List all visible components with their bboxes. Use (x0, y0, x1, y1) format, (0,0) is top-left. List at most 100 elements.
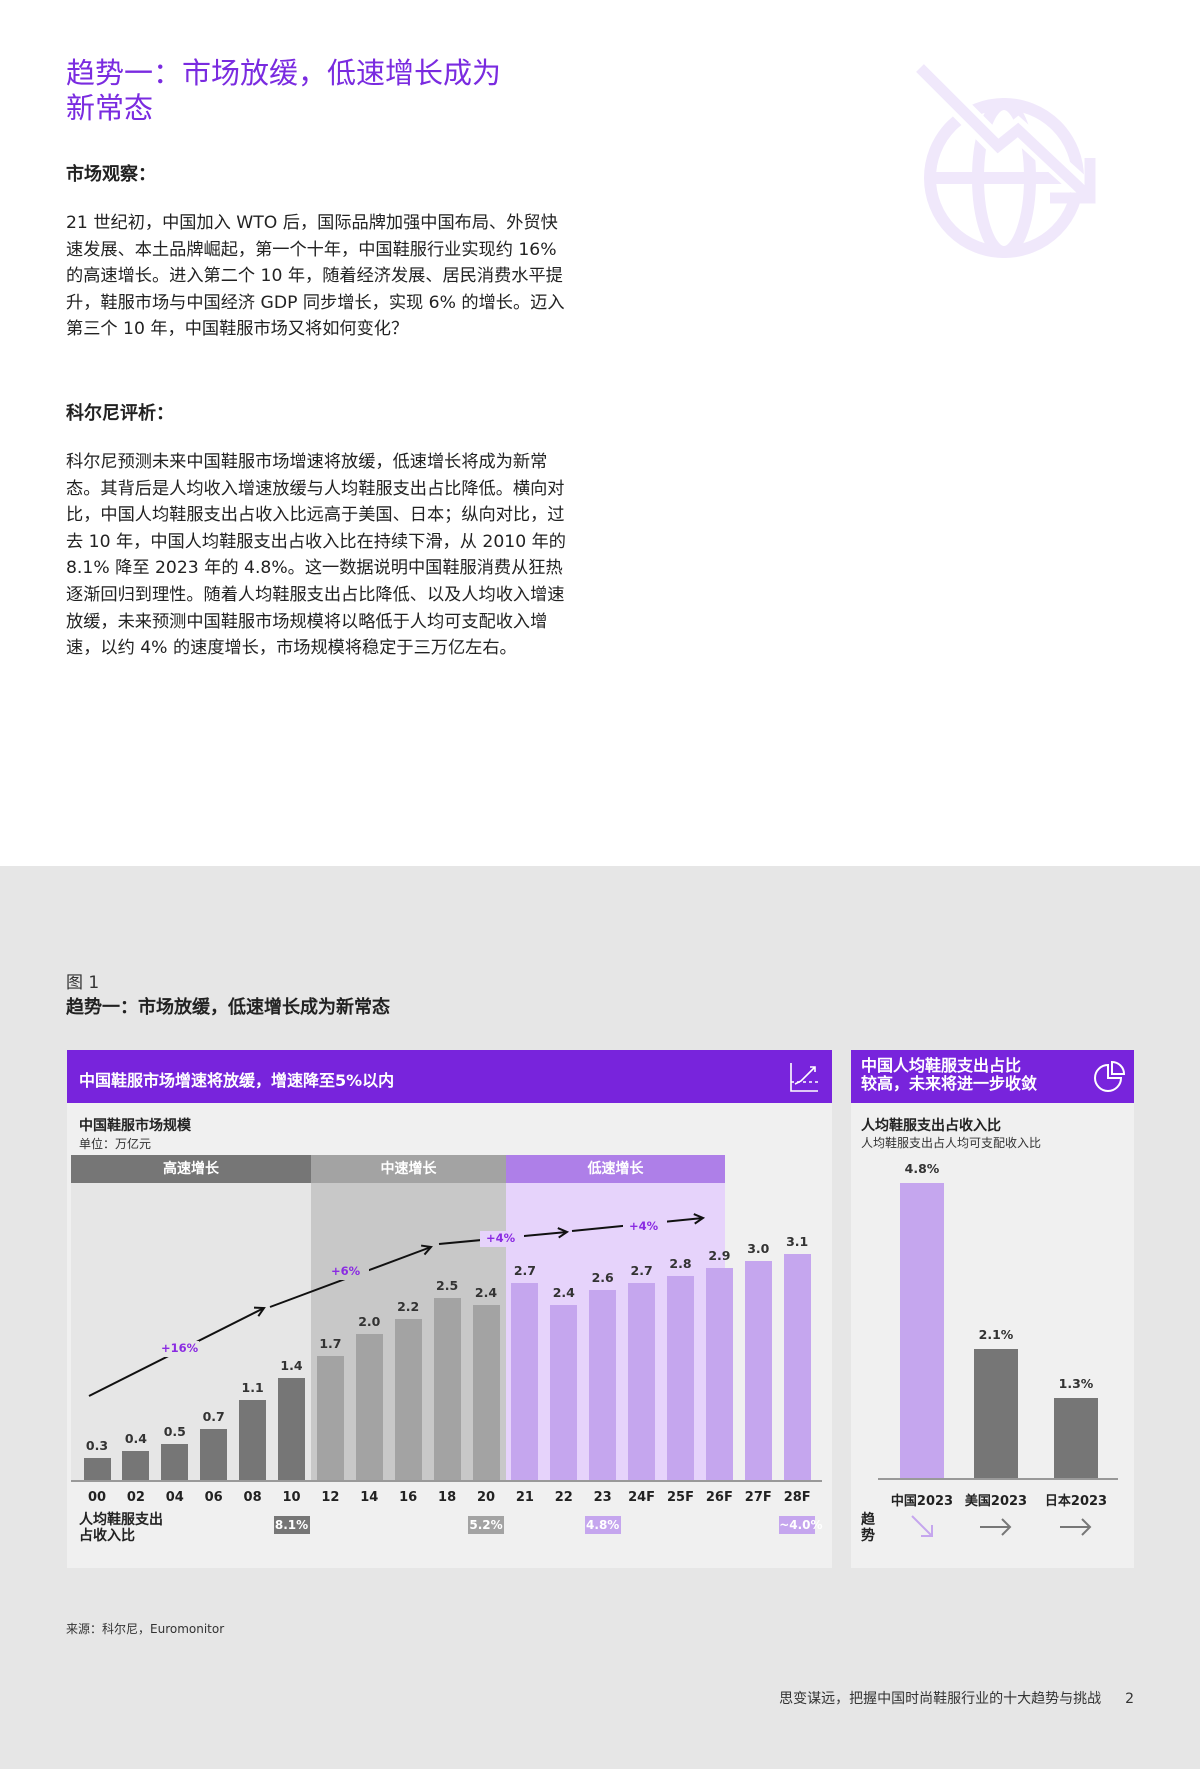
x-tick-label: 06 (204, 1490, 223, 1505)
growth-rate-label: +4% (486, 1231, 516, 1245)
figure-title: 趋势一：市场放缓，低速增长成为新常态 (66, 997, 390, 1018)
section-body-analysis: 科尔尼预测未来中国鞋服市场增速将放缓，低速增长将成为新常态。其背后是人均收入增速… (66, 452, 566, 659)
trend-down-arrow-icon (904, 1512, 940, 1546)
bar-value-label: 1.1 (241, 1379, 264, 1395)
country-bar-value: 4.8% (904, 1160, 940, 1176)
bar-value-label: 2.4 (552, 1284, 575, 1300)
bar-value-label: 2.0 (358, 1314, 381, 1329)
bar-14 (355, 1334, 383, 1480)
bar-18 (433, 1297, 461, 1480)
market-size-chart-title: 中国鞋服市场规模 (79, 1118, 191, 1134)
bar-value-label: 2.8 (669, 1255, 692, 1271)
figure-source: 来源：科尔尼，Euromonitor (66, 1622, 225, 1636)
market-size-panel-title: 中国鞋服市场增速将放缓，增速降至5%以内 (79, 1071, 395, 1090)
growth-rate-label: +6% (331, 1264, 361, 1278)
phase-background-0 (71, 1183, 311, 1480)
spend-ratio-chart-subtitle: 人均鞋服支出占人均可支配收入比 (861, 1136, 1042, 1150)
bar-value-label: 2.7 (630, 1262, 653, 1278)
market-size-unit: 单位：万亿元 (79, 1137, 152, 1151)
bar-value-label: 1.4 (280, 1357, 303, 1373)
bar-value-label: 0.5 (163, 1423, 186, 1439)
bar-08 (239, 1399, 267, 1480)
x-tick-label: 00 (87, 1490, 107, 1505)
trend-flat-arrow-icon (978, 1512, 1014, 1546)
page-title: 趋势一：市场放缓，低速增长成为新常态 (66, 56, 502, 125)
x-tick-label: 04 (165, 1490, 184, 1505)
x-tick-label: 24F (628, 1490, 656, 1505)
bar-value-label: 0.7 (202, 1408, 225, 1424)
figure-label: 图 1 (66, 973, 100, 993)
bar-value-label: 1.7 (319, 1335, 342, 1351)
bar-value-label: 2.2 (397, 1299, 420, 1315)
x-tick-label: 02 (126, 1490, 145, 1505)
spend-ratio-panel: 中国人均鞋服支出占比 较高，未来将进一步收敛 人均鞋服支出占收入比 人均鞋服支出… (851, 1050, 1134, 1568)
country-x-label: 美国2023 (964, 1494, 1028, 1509)
bar-25F (667, 1275, 694, 1480)
country-bar-0 (900, 1182, 944, 1478)
line-chart-icon (790, 1063, 818, 1092)
section-heading-observation: 市场观察： (66, 164, 156, 185)
x-tick-label: 21 (515, 1490, 534, 1505)
country-bar-1 (974, 1348, 1018, 1478)
market-size-panel-header: 中国鞋服市场增速将放缓，增速降至5%以内 (67, 1050, 832, 1103)
bar-23 (589, 1290, 617, 1480)
bar-value-label: 0.3 (85, 1438, 109, 1454)
bar-06 (200, 1428, 228, 1480)
pie-chart-icon (1094, 1060, 1126, 1092)
bar-02 (122, 1450, 150, 1480)
footer-text: 思变谋远，把握中国时尚鞋服行业的十大趋势与挑战 (779, 1691, 1102, 1707)
market-size-panel: 中国鞋服市场增速将放缓，增速降至5%以内 中国鞋服市场规模 单位：万亿元 高速增… (67, 1050, 832, 1568)
bar-24F (628, 1282, 656, 1480)
x-tick-label: 22 (554, 1490, 573, 1505)
bar-value-label: 3.1 (786, 1233, 809, 1249)
page-number: 2 (1125, 1691, 1134, 1707)
bar-26F (705, 1268, 733, 1480)
bar-00 (83, 1458, 111, 1480)
x-tick-label: 16 (399, 1490, 418, 1505)
spend-ratio-row-label: 人均鞋服支出 占收入比 (79, 1512, 163, 1544)
country-bar-value: 2.1% (978, 1326, 1014, 1342)
bar-10 (278, 1377, 305, 1480)
spend-ratio-badge: 4.8% (584, 1516, 621, 1534)
country-x-label: 中国2023 (890, 1494, 954, 1509)
section-heading-analysis: 科尔尼评析： (66, 403, 174, 424)
bar-20 (472, 1304, 500, 1480)
globe-down-trend-icon (912, 60, 1104, 258)
trend-row-label: 趋 势 (861, 1512, 875, 1544)
phase-header-0: 高速增长 (71, 1155, 311, 1183)
bar-16 (394, 1319, 422, 1480)
spend-ratio-badge: ~4.0% (779, 1516, 823, 1534)
spend-ratio-panel-header: 中国人均鞋服支出占比 较高，未来将进一步收敛 (851, 1050, 1134, 1103)
bar-22 (550, 1304, 578, 1480)
x-tick-label: 10 (282, 1490, 301, 1505)
bar-04 (161, 1443, 189, 1480)
x-tick-label: 26F (705, 1490, 733, 1505)
bar-27F (744, 1261, 772, 1480)
country-bar-2 (1054, 1398, 1098, 1478)
growth-trend-arrows (88, 1213, 706, 1397)
spend-ratio-badge: 5.2% (468, 1516, 504, 1534)
x-tick-label: 12 (321, 1490, 340, 1505)
country-x-axis-line (878, 1478, 1118, 1480)
bar-value-label: 2.6 (591, 1270, 614, 1286)
section-body-observation: 21 世纪初，中国加入 WTO 后，国际品牌加强中国布局、外贸快速发展、本土品牌… (66, 213, 565, 340)
x-axis-line (71, 1480, 822, 1482)
country-bar-value: 1.3% (1058, 1376, 1094, 1392)
phase-header-2: 低速增长 (506, 1155, 725, 1183)
bar-value-label: 2.7 (513, 1262, 536, 1278)
x-tick-label: 18 (438, 1490, 457, 1505)
bar-value-label: 2.4 (474, 1284, 498, 1300)
x-tick-label: 08 (243, 1490, 262, 1505)
x-tick-label: 23 (593, 1490, 612, 1505)
bar-value-label: 2.9 (708, 1248, 731, 1264)
trend-flat-arrow-icon (1058, 1512, 1094, 1546)
page-footer: 思变谋远，把握中国时尚鞋服行业的十大趋势与挑战 2 (779, 1688, 1134, 1708)
bar-value-label: 2.5 (436, 1277, 459, 1293)
spend-ratio-badge: 8.1% (273, 1516, 310, 1534)
bar-12 (316, 1355, 344, 1480)
x-tick-label: 20 (476, 1490, 496, 1505)
country-x-label: 日本2023 (1044, 1494, 1108, 1509)
x-tick-label: 28F (783, 1490, 811, 1505)
bar-21 (511, 1282, 539, 1480)
growth-rate-label: +16% (161, 1341, 199, 1355)
